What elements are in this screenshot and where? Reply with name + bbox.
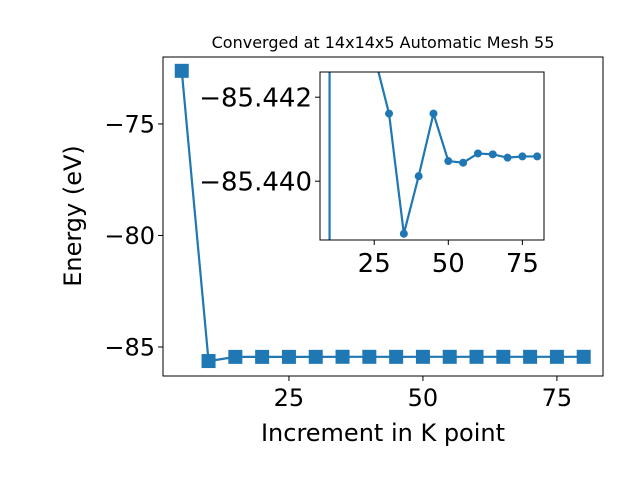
y-tick-label: −85.442 <box>199 84 312 114</box>
data-point <box>469 349 484 364</box>
y-tick-label: −85 <box>104 334 155 362</box>
data-point <box>362 349 377 364</box>
x-tick-label: 25 <box>274 384 305 412</box>
data-point <box>308 349 323 364</box>
data-point <box>533 152 542 161</box>
y-tick-label: −85.440 <box>199 168 312 198</box>
data-point <box>523 349 538 364</box>
data-point <box>576 349 591 364</box>
data-point <box>281 349 296 364</box>
data-point <box>496 349 511 364</box>
x-tick-label: 75 <box>506 249 539 279</box>
data-point <box>503 153 512 162</box>
axes-frame <box>162 56 604 377</box>
data-point <box>228 349 243 364</box>
data-point <box>429 109 438 118</box>
data-point <box>459 158 468 167</box>
chart-title: Converged at 14x14x5 Automatic Mesh 55 <box>212 33 555 52</box>
data-layer <box>328 71 542 241</box>
data-point <box>442 349 457 364</box>
inset-plot: 25 50 75 −85.442 −85.440 <box>199 71 545 279</box>
data-point <box>488 150 497 159</box>
series-line <box>180 70 584 363</box>
data-point <box>385 109 394 118</box>
data-point <box>389 349 404 364</box>
data-point <box>518 152 527 161</box>
axes-frame <box>319 71 545 241</box>
y-tick-label: −75 <box>104 111 155 139</box>
y-tick-label: −80 <box>104 222 155 250</box>
data-point <box>201 354 216 369</box>
data-point <box>415 349 430 364</box>
data-point <box>549 349 564 364</box>
data-point <box>414 172 423 181</box>
x-tick-label: 25 <box>358 249 391 279</box>
data-point <box>473 149 482 158</box>
x-tick-label: 50 <box>432 249 465 279</box>
data-point <box>174 63 189 78</box>
data-point <box>399 229 408 238</box>
y-axis-label: Energy (eV) <box>59 145 87 287</box>
data-point <box>335 349 350 364</box>
data-point <box>255 349 270 364</box>
x-axis-label: Increment in K point <box>261 419 505 447</box>
x-tick-label: 75 <box>542 384 573 412</box>
x-tick-label: 50 <box>408 384 439 412</box>
data-point <box>444 157 453 166</box>
data-layer <box>174 63 591 369</box>
